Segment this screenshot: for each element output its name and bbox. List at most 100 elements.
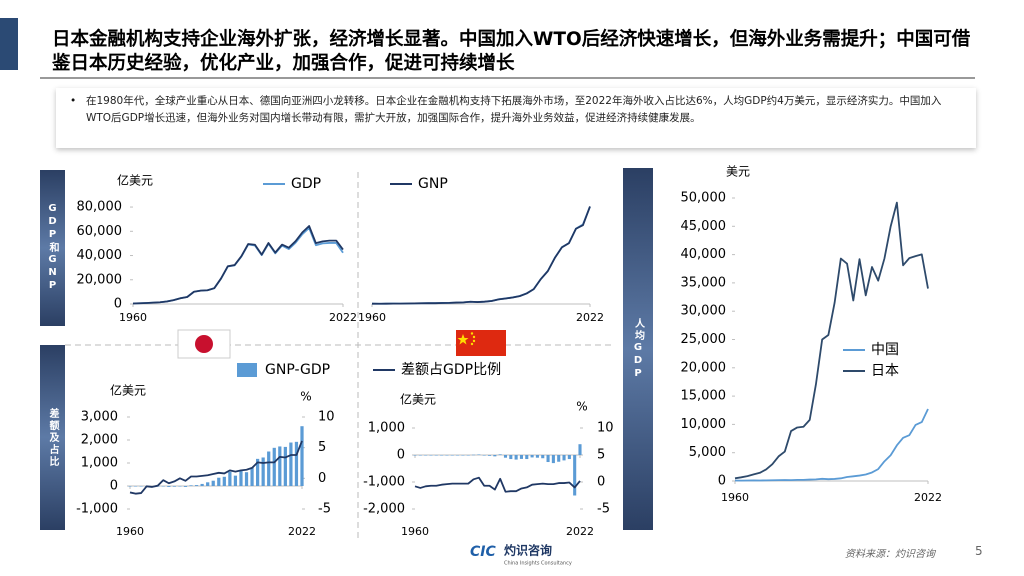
footer-logo: CIC 灼识咨询 China Insights Consultancy bbox=[470, 543, 572, 567]
y-tick-label: -2,000 bbox=[363, 502, 405, 517]
series-line bbox=[734, 408, 929, 482]
bar bbox=[272, 447, 276, 486]
y-tick-label: 2,000 bbox=[81, 433, 118, 448]
bar bbox=[217, 477, 221, 486]
bar bbox=[256, 458, 260, 486]
y-tick-label: 15,000 bbox=[681, 389, 727, 404]
y-tick-label: -1,000 bbox=[76, 502, 118, 517]
y2-tick-label: 10 bbox=[597, 421, 614, 436]
bar bbox=[429, 455, 433, 456]
y-tick-label: 10,000 bbox=[681, 417, 727, 432]
y-axis-unit: 美元 bbox=[726, 165, 750, 179]
china-flag bbox=[456, 330, 506, 356]
x-tick-label: 2022 bbox=[329, 311, 357, 324]
y2-tick-label: 0 bbox=[597, 475, 605, 490]
bar bbox=[541, 455, 545, 459]
x-tick-label: 2022 bbox=[566, 525, 594, 538]
bar bbox=[300, 426, 304, 486]
legend-label: 差额占GDP比例 bbox=[401, 362, 501, 378]
bar bbox=[509, 455, 513, 460]
bar bbox=[562, 455, 566, 461]
japan-flag bbox=[177, 329, 231, 359]
bar bbox=[222, 476, 226, 486]
y-tick-label: -1,000 bbox=[363, 475, 405, 490]
y-tick-label: 20,000 bbox=[77, 272, 123, 287]
legend-label: GDP bbox=[291, 176, 321, 192]
section-label: 差额及占比 bbox=[40, 345, 65, 530]
legend-label: GNP bbox=[418, 176, 448, 192]
bar bbox=[551, 455, 555, 464]
section-label: 人均GDP bbox=[623, 168, 653, 530]
bar bbox=[206, 482, 210, 486]
series-line bbox=[129, 440, 303, 495]
series-line bbox=[414, 476, 581, 493]
legend-label: 日本 bbox=[871, 363, 899, 379]
summary-text: 在1980年代，全球产业重心从日本、德国向亚洲四小龙转移。日本企业在金融机构支持… bbox=[86, 95, 942, 124]
bar bbox=[200, 483, 204, 486]
bar bbox=[244, 472, 249, 486]
y-tick-label: 0 bbox=[114, 297, 122, 312]
x-tick-label: 2022 bbox=[576, 311, 604, 324]
y-axis-unit: 亿美元 bbox=[400, 392, 436, 407]
y2-axis-unit: % bbox=[300, 390, 311, 404]
x-tick-label: 1960 bbox=[721, 491, 749, 504]
y2-tick-label: 5 bbox=[597, 448, 605, 463]
y-tick-label: 0 bbox=[718, 474, 726, 489]
bar bbox=[434, 455, 438, 456]
series-line bbox=[132, 227, 344, 305]
y-tick-label: 40,000 bbox=[681, 247, 727, 262]
y-tick-label: 45,000 bbox=[681, 219, 727, 234]
bar bbox=[128, 486, 132, 487]
y-tick-label: 3,000 bbox=[81, 410, 118, 425]
slide-title: 日本金融机构支持企业海外扩张，经济增长显著。中国加入WTO后经济快速增长，但海外… bbox=[52, 29, 971, 74]
bar bbox=[267, 451, 271, 486]
legend-label: GNP-GDP bbox=[265, 362, 330, 378]
section-label: GDP和GNP bbox=[40, 170, 65, 326]
y-tick-label: 1,000 bbox=[81, 456, 118, 471]
bar bbox=[172, 486, 176, 487]
y-tick-label: 5,000 bbox=[689, 445, 726, 460]
bar bbox=[466, 455, 470, 456]
bar bbox=[211, 480, 215, 486]
y-axis-unit: 亿美元 bbox=[117, 173, 153, 188]
bar bbox=[167, 486, 171, 487]
y2-axis-unit: % bbox=[576, 400, 587, 414]
bar bbox=[493, 455, 497, 457]
bar bbox=[289, 442, 293, 486]
x-tick-label: 2022 bbox=[914, 491, 942, 504]
bullet-dot: • bbox=[70, 95, 77, 107]
series-line bbox=[132, 225, 344, 305]
x-tick-label: 1960 bbox=[401, 525, 429, 538]
logo-mark: CIC bbox=[470, 544, 496, 560]
y-tick-label: 0 bbox=[110, 479, 118, 494]
bar bbox=[294, 441, 299, 486]
y-tick-label: 30,000 bbox=[681, 304, 727, 319]
bar bbox=[418, 455, 422, 456]
legend-swatch bbox=[237, 363, 257, 377]
y-axis-unit: 亿美元 bbox=[110, 383, 146, 398]
source-note: 资料来源：灼识咨询 bbox=[845, 549, 935, 560]
bar bbox=[498, 454, 502, 455]
bar bbox=[178, 486, 182, 487]
bar bbox=[440, 455, 444, 456]
y2-tick-label: -5 bbox=[318, 502, 331, 517]
bar bbox=[413, 455, 417, 456]
bar bbox=[567, 455, 571, 460]
bar bbox=[472, 454, 476, 456]
bar bbox=[283, 446, 287, 486]
bar bbox=[278, 446, 282, 486]
x-tick-label: 1960 bbox=[116, 525, 144, 538]
series-line bbox=[371, 206, 591, 305]
bar bbox=[228, 471, 232, 486]
bar bbox=[519, 455, 523, 459]
bar bbox=[530, 455, 534, 458]
y-tick-label: 60,000 bbox=[77, 224, 123, 239]
bar bbox=[546, 455, 550, 463]
y2-tick-label: -5 bbox=[597, 502, 610, 517]
x-tick-label: 1960 bbox=[358, 311, 386, 324]
page-number: 5 bbox=[975, 544, 983, 558]
series-line bbox=[734, 201, 929, 480]
bar bbox=[487, 455, 492, 456]
